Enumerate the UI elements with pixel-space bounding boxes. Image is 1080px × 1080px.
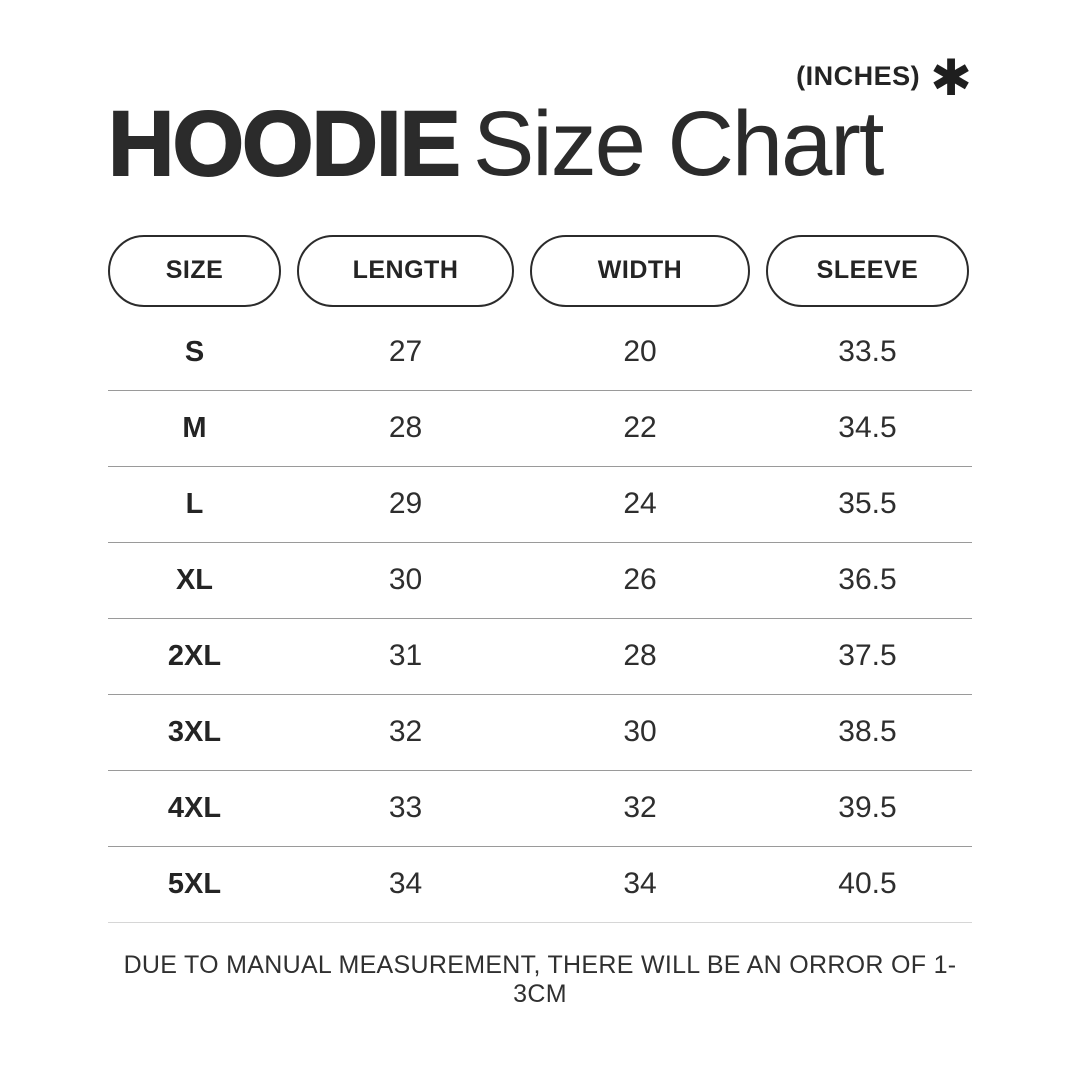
size-cell: 2XL	[167, 639, 222, 672]
length-cell: 34	[388, 867, 423, 901]
column-header-length: LENGTH	[297, 234, 514, 307]
size-cell: 4XL	[167, 791, 222, 824]
size-table: SIZE LENGTH WIDTH SLEEVE S 27 20 33.5 M …	[108, 234, 972, 923]
length-cell: 29	[388, 487, 423, 521]
size-cell: 5XL	[167, 867, 222, 900]
sleeve-cell: 36.5	[838, 563, 897, 597]
width-cell: 28	[623, 639, 657, 673]
table-row: 3XL 32 30 38.5	[108, 695, 972, 771]
width-cell: 26	[623, 563, 657, 597]
length-cell: 28	[388, 411, 423, 445]
length-cell: 33	[388, 791, 423, 825]
width-cell: 20	[623, 335, 657, 369]
table-header-row: SIZE LENGTH WIDTH SLEEVE	[108, 234, 972, 307]
page-title: HOODIE Size Chart	[107, 93, 972, 195]
sleeve-cell: 40.5	[838, 867, 897, 901]
title-product: HOODIE	[107, 93, 462, 195]
sleeve-cell: 39.5	[838, 791, 897, 825]
length-cell: 27	[388, 335, 423, 369]
table-row: 2XL 31 28 37.5	[108, 619, 972, 695]
sleeve-cell: 34.5	[838, 411, 897, 445]
units-label: (INCHES)	[796, 60, 921, 91]
width-cell: 34	[623, 867, 657, 901]
size-cell: M	[182, 411, 207, 444]
length-cell: 30	[388, 563, 423, 597]
size-cell: L	[185, 487, 204, 520]
column-header-sleeve: SLEEVE	[766, 234, 969, 307]
size-cell: S	[184, 335, 205, 368]
width-cell: 22	[623, 411, 657, 445]
sleeve-cell: 37.5	[838, 639, 897, 673]
size-cell: XL	[175, 563, 214, 596]
measurement-note: DUE TO MANUAL MEASUREMENT, THERE WILL BE…	[123, 950, 957, 1008]
width-cell: 32	[623, 791, 657, 825]
table-row: M 28 22 34.5	[108, 391, 972, 467]
table-row: 5XL 34 34 40.5	[108, 847, 972, 923]
title-suffix: Size Chart	[472, 93, 884, 195]
size-cell: 3XL	[167, 715, 222, 748]
width-cell: 24	[623, 487, 657, 521]
column-header-size: SIZE	[108, 234, 281, 307]
sleeve-cell: 33.5	[838, 335, 897, 369]
table-row: XL 30 26 36.5	[108, 543, 972, 619]
column-header-width: WIDTH	[530, 234, 750, 307]
table-row: L 29 24 35.5	[108, 467, 972, 543]
length-cell: 32	[388, 715, 423, 749]
units-badge: (INCHES) ✱	[108, 0, 972, 106]
asterisk-icon: ✱	[930, 50, 972, 106]
length-cell: 31	[388, 639, 423, 673]
table-row: 4XL 33 32 39.5	[108, 771, 972, 847]
table-body: S 27 20 33.5 M 28 22 34.5 L 29 24 35.5 X…	[108, 315, 972, 923]
sleeve-cell: 38.5	[838, 715, 897, 749]
width-cell: 30	[623, 715, 657, 749]
sleeve-cell: 35.5	[838, 487, 897, 521]
table-row: S 27 20 33.5	[108, 315, 972, 391]
